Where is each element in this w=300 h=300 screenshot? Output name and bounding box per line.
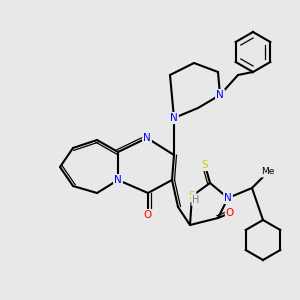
- Text: O: O: [144, 210, 152, 220]
- Text: O: O: [226, 208, 234, 218]
- Text: H: H: [192, 195, 200, 205]
- Text: N: N: [216, 90, 224, 100]
- Text: S: S: [189, 191, 195, 201]
- Text: N: N: [114, 175, 122, 185]
- Text: S: S: [202, 160, 208, 170]
- Text: N: N: [224, 193, 232, 203]
- Text: Me: Me: [261, 167, 275, 176]
- Text: N: N: [170, 113, 178, 123]
- Text: N: N: [143, 133, 151, 143]
